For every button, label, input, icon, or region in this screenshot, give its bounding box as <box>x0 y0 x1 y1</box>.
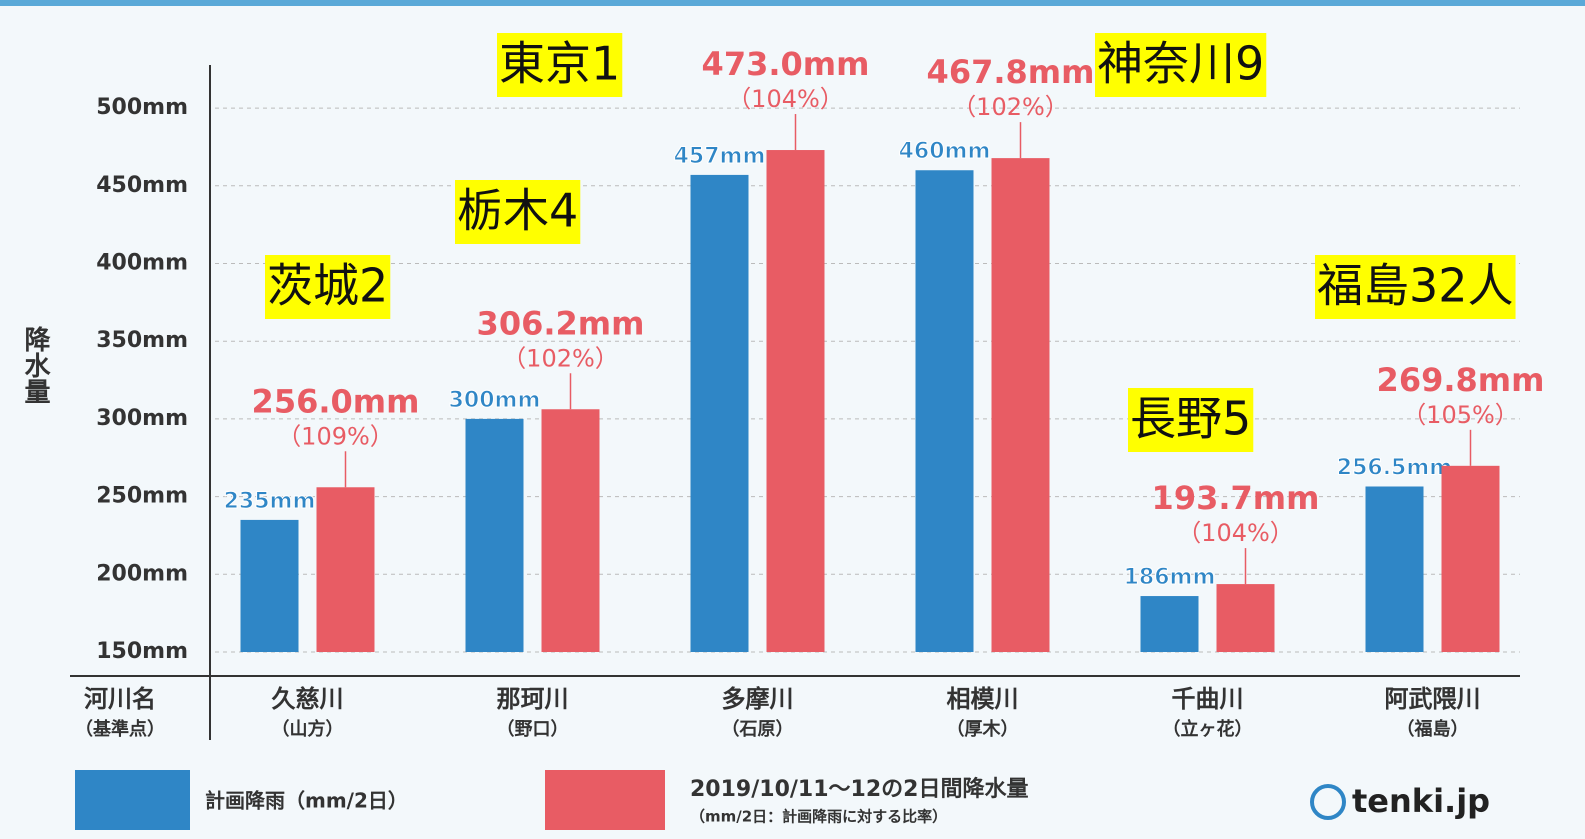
annotation-bg <box>1315 255 1516 319</box>
x-tick-sublabel: （石原） <box>722 719 794 740</box>
value-label: 186mm <box>1124 565 1216 590</box>
x-tick-label: 千曲川 <box>1172 685 1244 713</box>
bar <box>766 150 825 653</box>
x-tick-sublabel: （厚木） <box>947 718 1019 740</box>
annotation-bg <box>1128 388 1254 452</box>
y-tick-label: 450mm <box>96 173 188 198</box>
legend-label: 2019/10/11～12の2日間降水量 <box>690 777 1028 802</box>
y-tick-label: 200mm <box>96 561 188 586</box>
value-label: 193.7mm <box>1152 479 1320 517</box>
legend-swatch <box>75 770 190 830</box>
annotation: 長野5 <box>1130 392 1251 446</box>
top-border <box>0 0 1585 6</box>
x-tick-label: 那珂川 <box>497 685 569 713</box>
x-tick-label: 久慈川 <box>272 685 344 713</box>
bar <box>1140 596 1199 652</box>
annotation-bg <box>1095 33 1267 97</box>
ratio-label: （104%） <box>727 85 844 113</box>
bar <box>1441 465 1500 652</box>
ratio-label: （109%） <box>277 422 394 450</box>
ratio-label: （105%） <box>1402 401 1519 429</box>
y-tick-label: 350mm <box>96 328 188 353</box>
x-tick-label: 相模川 <box>947 685 1019 713</box>
legend-sublabel: （mm/2日：計画降雨に対する比率） <box>690 808 947 826</box>
annotation: 茨城2 <box>267 259 388 313</box>
x-tick-label: 多摩川 <box>722 685 794 713</box>
value-label: 256.5mm <box>1337 455 1452 480</box>
y-tick-label: 300mm <box>96 406 188 431</box>
annotation-bg <box>497 33 623 97</box>
bar <box>991 158 1050 652</box>
bar <box>1365 486 1424 652</box>
x-sublabel: （基準点） <box>75 718 165 740</box>
y-tick-label: 250mm <box>96 484 188 509</box>
annotation-bg <box>455 180 581 244</box>
value-label: 269.8mm <box>1377 361 1545 399</box>
bar <box>240 519 299 652</box>
value-label: 460mm <box>899 139 991 164</box>
ratio-label: （102%） <box>952 93 1069 121</box>
x-tick-sublabel: （野口） <box>497 719 569 740</box>
y-tick-label: 400mm <box>96 250 188 275</box>
bar <box>690 174 749 653</box>
value-label: 306.2mm <box>477 304 645 342</box>
logo-icon <box>1310 784 1346 820</box>
legend-label: 計画降雨（mm/2日） <box>205 789 408 813</box>
y-tick-label: 150mm <box>96 639 188 664</box>
bar <box>1216 584 1275 652</box>
annotation: 福島32人 <box>1317 259 1514 313</box>
value-label: 300mm <box>449 388 541 413</box>
annotation: 栃木4 <box>457 184 578 238</box>
ratio-label: （102%） <box>502 344 619 372</box>
ratio-label: （104%） <box>1177 519 1294 547</box>
annotation: 東京1 <box>499 37 620 91</box>
value-label: 467.8mm <box>927 53 1095 91</box>
value-label: 256.0mm <box>252 382 420 420</box>
y-label: 降水量 <box>20 326 50 404</box>
x-tick-sublabel: （福島） <box>1397 718 1469 740</box>
value-label: 457mm <box>674 144 766 169</box>
bar <box>465 418 524 652</box>
annotation: 神奈川9 <box>1097 37 1264 91</box>
x-tick-label: 阿武隈川 <box>1385 685 1481 713</box>
bar <box>915 170 974 653</box>
bar <box>316 487 375 652</box>
x-tick-sublabel: （立ヶ花） <box>1163 718 1253 740</box>
legend-swatch <box>545 770 665 830</box>
y-tick-label: 500mm <box>96 95 188 120</box>
value-label: 235mm <box>224 489 316 514</box>
bar <box>541 409 600 652</box>
logo: tenki.jp <box>1352 782 1490 820</box>
value-label: 473.0mm <box>702 45 870 83</box>
x-label: 河川名 <box>84 685 156 713</box>
x-tick-sublabel: （山方） <box>272 718 344 740</box>
annotation-bg <box>265 255 391 319</box>
